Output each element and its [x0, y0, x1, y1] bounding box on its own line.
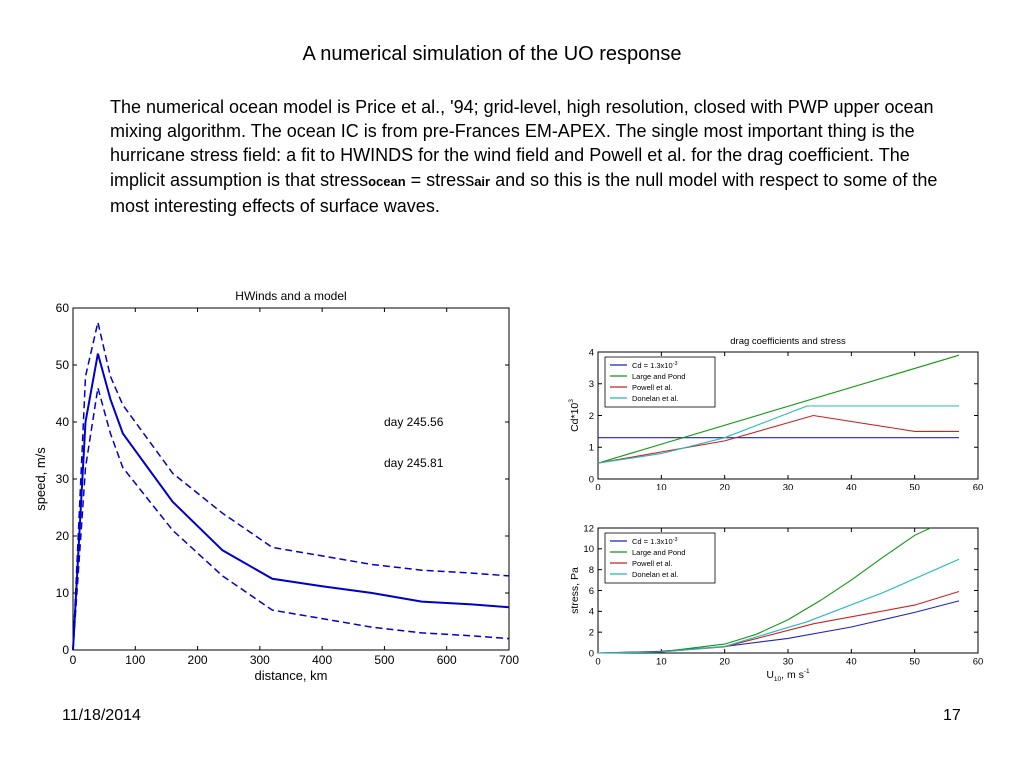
y-tick-label: 10: [583, 544, 594, 555]
y-tick-label: 12: [583, 523, 594, 534]
legend-label: Powell et al.: [632, 383, 672, 392]
y-tick-label: 30: [56, 472, 70, 486]
slide-title: A numerical simulation of the UO respons…: [302, 43, 682, 65]
y-tick-label: 8: [589, 565, 594, 576]
x-tick-label: 600: [437, 653, 457, 667]
x-tick-label: 100: [125, 653, 145, 667]
y-tick-label: 3: [589, 379, 594, 390]
x-axis-label: distance, km: [255, 668, 328, 683]
y-tick-label: 1: [589, 443, 594, 454]
legend-label: Large and Pond: [632, 372, 685, 381]
y-tick-label: 4: [589, 347, 594, 358]
legend-label: Donelan et al.: [632, 570, 678, 579]
legend-label: Cd = 1.3x10-3: [632, 537, 678, 546]
y-tick-label: 20: [56, 529, 70, 543]
hwinds-chart: 0 100 200 300 400 500 600 700 0 10 20 30 40 50 60 HWind…: [33, 289, 519, 683]
y-tick-label: 50: [56, 358, 70, 372]
chart-title: HWinds and a model: [235, 289, 346, 303]
y-tick-label: 10: [56, 586, 70, 600]
stress-chart: 0 10 20 30 40 50 60 0 2 4 6 8 10 12 U10, m s-1 stress, …: [569, 523, 984, 683]
x-tick-label: 50: [909, 657, 920, 668]
body-sub-ocean: ocean: [368, 173, 406, 189]
x-tick-label: 60: [973, 657, 984, 668]
x-tick-label: 40: [846, 657, 857, 668]
y-axis-label: Cd*103: [568, 399, 581, 432]
x-tick-label: 20: [719, 657, 730, 668]
page-number: 17: [943, 707, 961, 724]
x-tick-label: 40: [846, 483, 857, 491]
y-tick-label: 4: [589, 607, 594, 618]
x-tick-label: 20: [719, 483, 730, 491]
y-tick-label: 0: [62, 643, 69, 657]
body-text-2: and so this is the null model with respe…: [110, 169, 938, 216]
body-text-1: The numerical ocean model is Price et al…: [110, 97, 934, 190]
legend-label: Cd = 1.3x10-3: [632, 361, 678, 370]
x-tick-label: 10: [656, 657, 667, 668]
series-line: [72, 387, 510, 651]
body-paragraph: The numerical ocean model is Price et al…: [110, 95, 940, 218]
x-axis-label: U10, m s-1: [766, 668, 810, 683]
x-tick-label: 400: [312, 653, 332, 667]
legend-label: Large and Pond: [632, 548, 685, 557]
y-tick-label: 60: [56, 301, 70, 315]
x-tick-label: 30: [783, 657, 794, 668]
y-tick-label: 2: [589, 627, 594, 638]
x-tick-label: 300: [250, 653, 270, 667]
series-line: [597, 405, 959, 464]
series-line: [597, 527, 931, 654]
x-tick-label: 0: [595, 483, 600, 491]
series-line: [72, 322, 510, 651]
x-tick-label: 50: [909, 483, 920, 491]
series-line: [72, 353, 510, 651]
x-tick-label: 500: [374, 653, 394, 667]
y-tick-label: 0: [589, 648, 594, 659]
drag-coefficient-chart: 0 10 20 30 40 50 60 0 1 2 3 4 drag coefficients and …: [568, 336, 984, 491]
plot-frame: [72, 307, 510, 651]
y-tick-label: 40: [56, 415, 70, 429]
chart-title: drag coefficients and stress: [730, 336, 846, 347]
x-tick-label: 700: [499, 653, 519, 667]
x-tick-label: 200: [188, 653, 208, 667]
series-line: [597, 354, 960, 464]
x-tick-label: 30: [783, 483, 794, 491]
annotation: day 245.56: [384, 415, 444, 429]
body-text-mid: = stress: [405, 169, 475, 190]
y-axis-label: stress, Pa: [569, 567, 581, 614]
series-line: [597, 558, 960, 654]
y-tick-label: 6: [589, 586, 594, 597]
footer-date: 11/18/2014: [62, 707, 141, 724]
body-sub-air: air: [474, 173, 491, 189]
x-tick-label: 60: [973, 483, 984, 491]
legend-label: Powell et al.: [632, 559, 672, 568]
y-axis-label: speed, m/s: [33, 447, 48, 511]
x-tick-label: 10: [656, 483, 667, 491]
y-tick-label: 0: [589, 474, 594, 485]
annotation: day 245.81: [384, 456, 444, 470]
legend-label: Donelan et al.: [632, 394, 678, 403]
x-tick-label: 0: [595, 657, 600, 668]
y-tick-label: 2: [589, 411, 594, 422]
x-tick-label: 0: [70, 653, 77, 667]
